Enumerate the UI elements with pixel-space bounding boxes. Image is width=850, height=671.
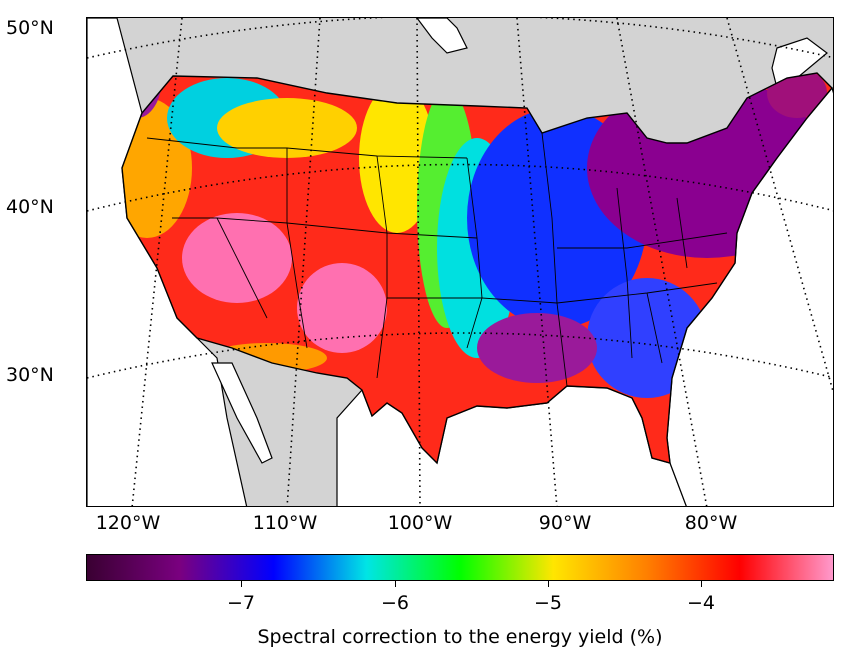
hudson-bay-area bbox=[416, 18, 468, 54]
heat-blob bbox=[477, 313, 597, 383]
state-borders bbox=[121, 72, 833, 465]
colorbar-tick-label: −7 bbox=[226, 592, 256, 614]
colorbar-tick-label: −6 bbox=[380, 592, 410, 614]
lon-label-120w: 120°W bbox=[95, 512, 161, 534]
lon-label-110w: 110°W bbox=[252, 512, 318, 534]
map-canvas bbox=[87, 18, 833, 506]
lon-label-90w: 90°W bbox=[538, 512, 592, 534]
lon-label-80w: 80°W bbox=[684, 512, 738, 534]
lon-label-100w: 100°W bbox=[387, 512, 453, 534]
meridian-80w bbox=[616, 18, 708, 506]
colorbar-tick-mark bbox=[395, 581, 396, 587]
heat-blob bbox=[359, 83, 435, 233]
map-panel bbox=[86, 17, 834, 507]
colorbar-tick-mark bbox=[701, 581, 702, 587]
water-bodies bbox=[87, 18, 833, 506]
heat-blob bbox=[297, 263, 387, 353]
gulf-of-california bbox=[211, 362, 273, 464]
colorbar-tick-mark bbox=[548, 581, 549, 587]
colorbar-tick-label: −4 bbox=[686, 592, 716, 614]
lat-label-40n: 40°N bbox=[6, 196, 54, 218]
colorbar-tick-label: −5 bbox=[533, 592, 563, 614]
colorbar-tick-mark bbox=[241, 581, 242, 587]
lat-label-50n: 50°N bbox=[6, 17, 54, 39]
graticule bbox=[87, 18, 833, 506]
meridian-100w bbox=[416, 18, 421, 506]
colorbar-title: Spectral correction to the energy yield … bbox=[257, 626, 663, 648]
heat-blob bbox=[217, 98, 357, 158]
lat-label-30n: 30°N bbox=[6, 364, 54, 386]
colorbar bbox=[86, 554, 834, 581]
